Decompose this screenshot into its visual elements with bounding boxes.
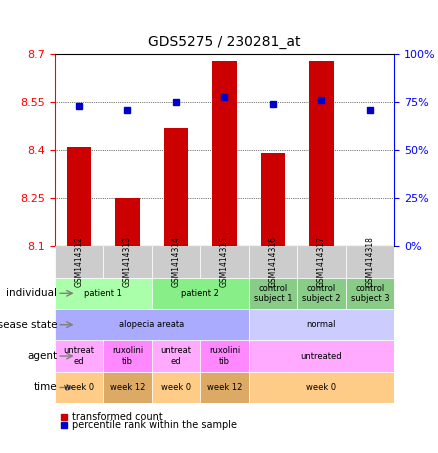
FancyBboxPatch shape: [55, 246, 103, 278]
Title: GDS5275 / 230281_at: GDS5275 / 230281_at: [148, 35, 301, 49]
Text: agent: agent: [27, 351, 57, 361]
Bar: [115, 198, 140, 246]
Text: GSM1414317: GSM1414317: [317, 236, 326, 287]
Text: week 12: week 12: [110, 383, 145, 392]
Bar: [309, 61, 334, 246]
Text: control
subject 1: control subject 1: [254, 284, 292, 303]
Text: transformed count: transformed count: [72, 412, 162, 422]
Text: patient 2: patient 2: [181, 289, 219, 298]
FancyBboxPatch shape: [249, 372, 394, 403]
FancyBboxPatch shape: [55, 309, 249, 340]
Text: control
subject 3: control subject 3: [351, 284, 389, 303]
Text: individual: individual: [6, 288, 57, 298]
FancyBboxPatch shape: [103, 246, 152, 278]
FancyBboxPatch shape: [103, 372, 152, 403]
Text: untreat
ed: untreat ed: [160, 347, 191, 366]
Text: GSM1414315: GSM1414315: [220, 236, 229, 287]
FancyBboxPatch shape: [103, 340, 152, 372]
Text: normal: normal: [307, 320, 336, 329]
FancyBboxPatch shape: [249, 246, 297, 278]
Text: control
subject 2: control subject 2: [302, 284, 341, 303]
FancyBboxPatch shape: [55, 340, 103, 372]
FancyBboxPatch shape: [200, 340, 249, 372]
Text: GSM1414313: GSM1414313: [123, 236, 132, 287]
Text: GSM1414318: GSM1414318: [365, 236, 374, 287]
FancyBboxPatch shape: [249, 340, 394, 372]
Text: untreated: untreated: [300, 352, 342, 361]
FancyBboxPatch shape: [152, 246, 200, 278]
FancyBboxPatch shape: [152, 372, 200, 403]
FancyBboxPatch shape: [297, 278, 346, 309]
Text: week 0: week 0: [307, 383, 336, 392]
Text: patient 1: patient 1: [84, 289, 122, 298]
Text: ruxolini
tib: ruxolini tib: [112, 347, 143, 366]
FancyBboxPatch shape: [55, 278, 152, 309]
Bar: [261, 154, 285, 246]
Text: week 12: week 12: [207, 383, 242, 392]
FancyBboxPatch shape: [249, 278, 297, 309]
FancyBboxPatch shape: [249, 309, 394, 340]
FancyBboxPatch shape: [152, 278, 249, 309]
Bar: [164, 128, 188, 246]
FancyBboxPatch shape: [346, 246, 394, 278]
FancyBboxPatch shape: [346, 278, 394, 309]
FancyBboxPatch shape: [200, 372, 249, 403]
Bar: [212, 61, 237, 246]
Text: week 0: week 0: [64, 383, 94, 392]
Text: ruxolini
tib: ruxolini tib: [209, 347, 240, 366]
Text: alopecia areata: alopecia areata: [119, 320, 184, 329]
Text: week 0: week 0: [161, 383, 191, 392]
FancyBboxPatch shape: [55, 372, 103, 403]
Bar: [67, 147, 91, 246]
FancyBboxPatch shape: [200, 246, 249, 278]
Text: GSM1414312: GSM1414312: [74, 236, 84, 287]
Text: disease state: disease state: [0, 320, 57, 330]
FancyBboxPatch shape: [152, 340, 200, 372]
Text: time: time: [34, 382, 57, 392]
Text: untreat
ed: untreat ed: [64, 347, 95, 366]
Text: percentile rank within the sample: percentile rank within the sample: [72, 420, 237, 430]
Text: GSM1414314: GSM1414314: [172, 236, 180, 287]
FancyBboxPatch shape: [297, 246, 346, 278]
Text: GSM1414316: GSM1414316: [268, 236, 277, 287]
